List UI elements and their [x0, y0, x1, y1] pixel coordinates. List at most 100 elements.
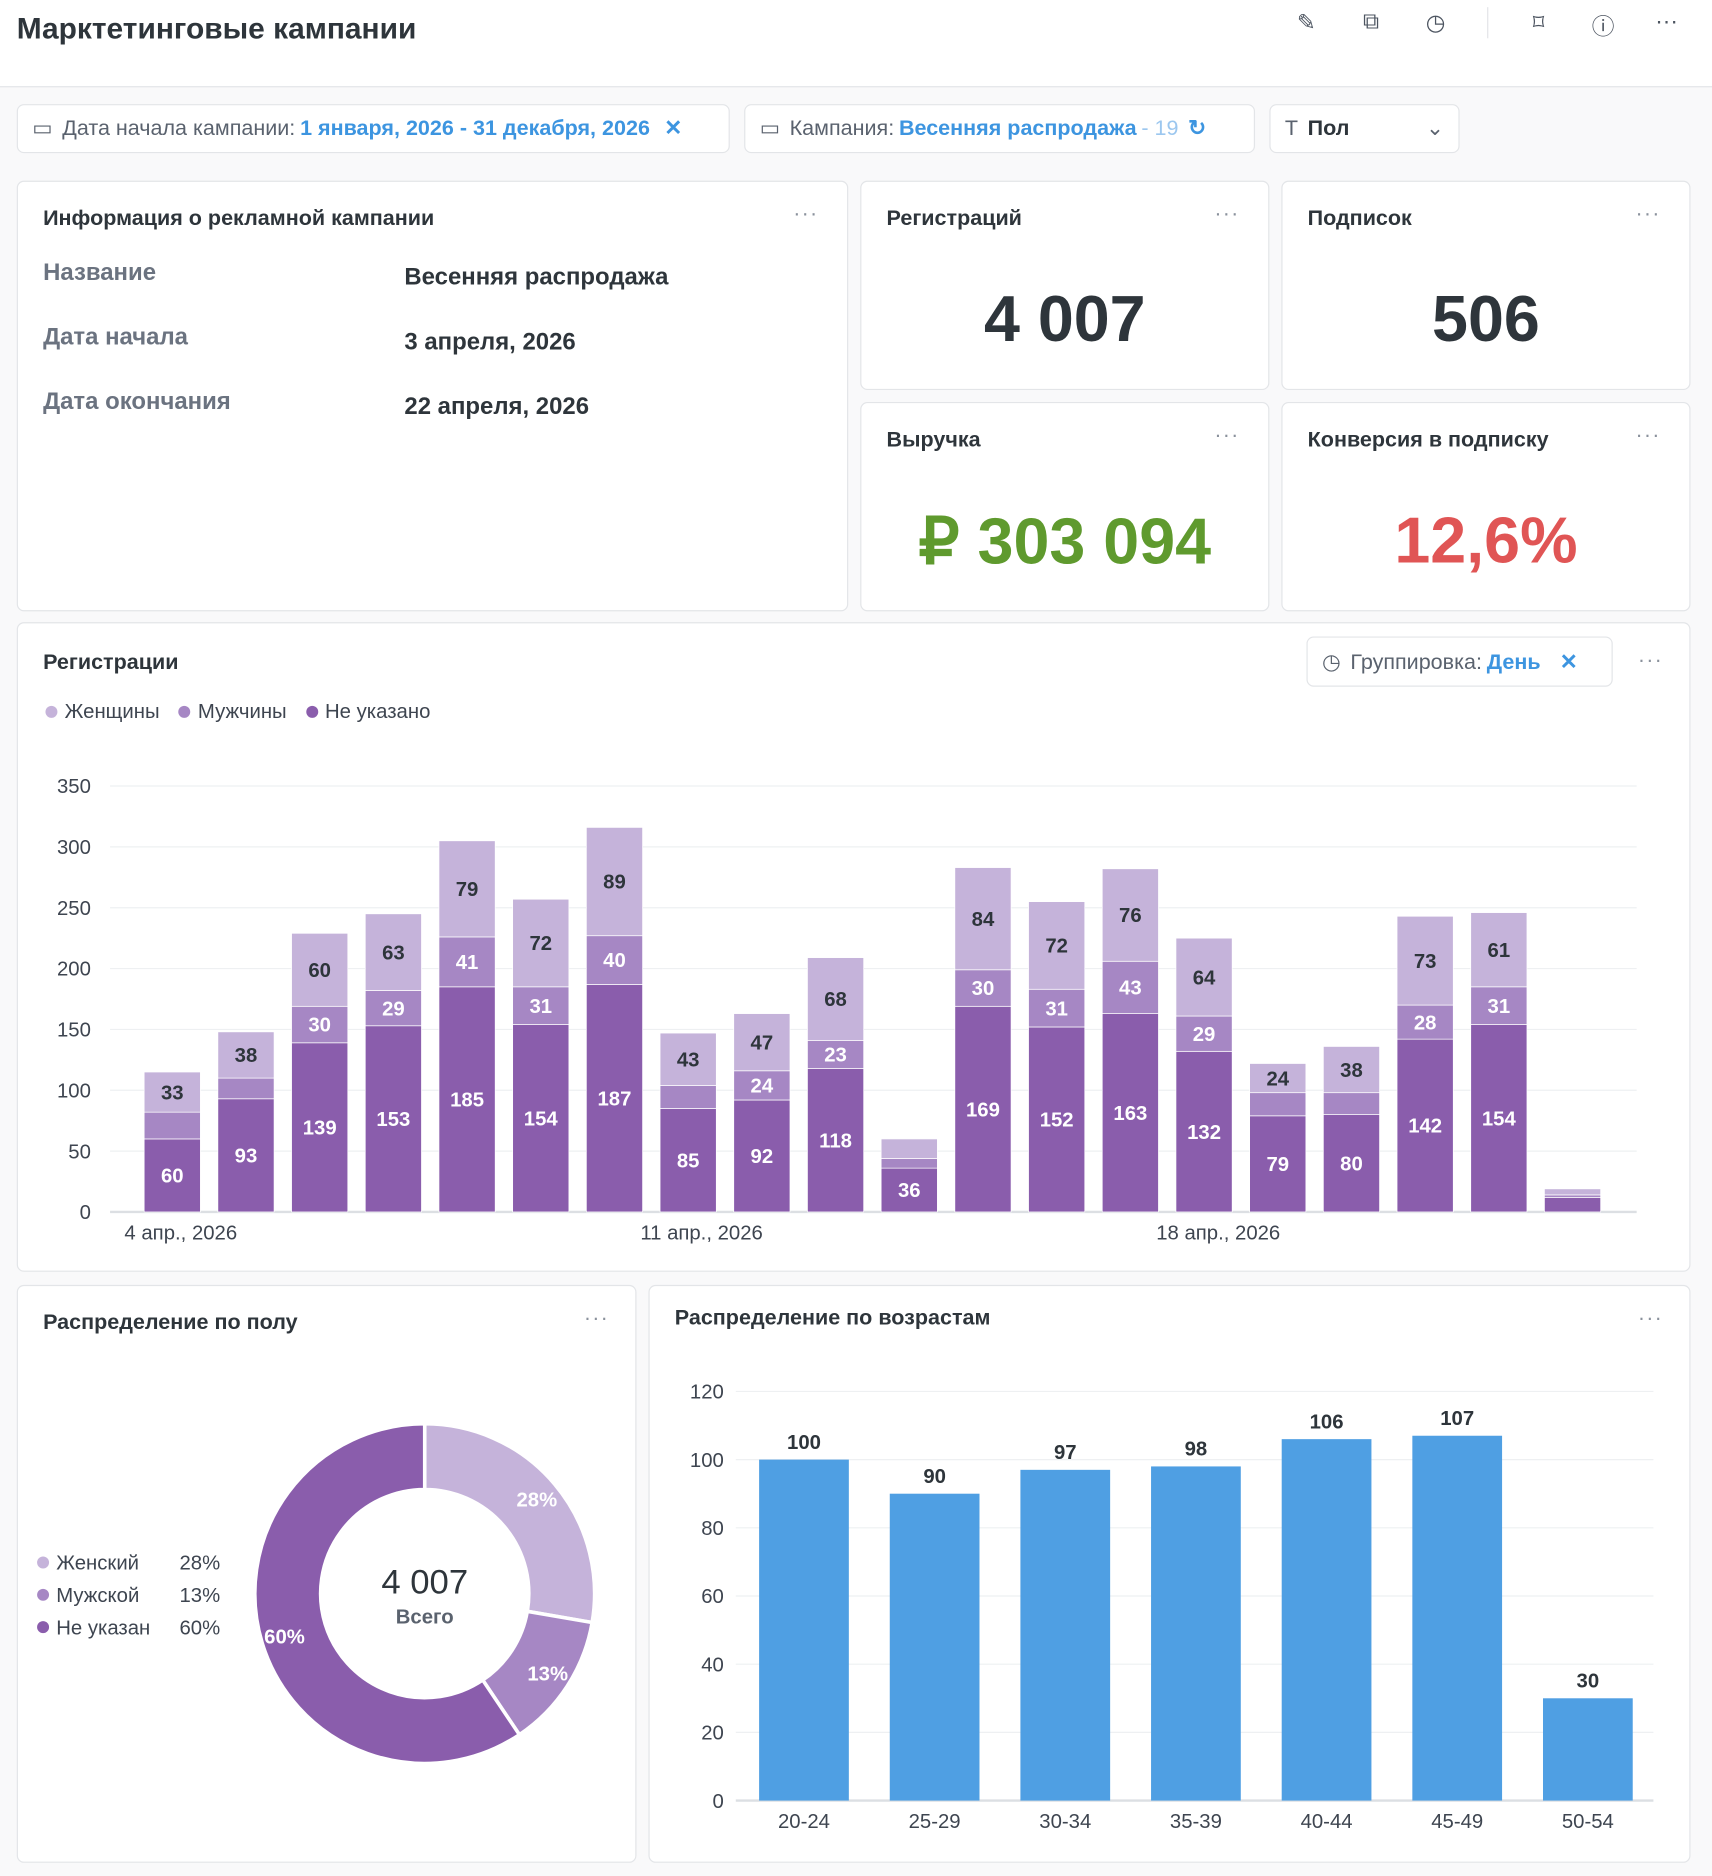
info-label: Дата начала	[43, 324, 188, 351]
bar-segment	[512, 898, 570, 988]
bar-segment	[733, 1013, 791, 1072]
bar-segment	[143, 1071, 201, 1113]
clock-icon: ◷	[1322, 649, 1341, 673]
bar-segment	[659, 1085, 717, 1109]
legend-dot	[305, 705, 318, 718]
bar-segment	[291, 1042, 349, 1213]
date-filter[interactable]: ▭ Дата начала кампании: 1 января, 2026 -…	[16, 104, 730, 154]
more-icon[interactable]: ···	[1635, 200, 1661, 225]
gender-filter[interactable]: T Пол ⌄	[1269, 104, 1460, 154]
data-label: 72	[529, 933, 552, 955]
y-tick-label: 200	[57, 959, 91, 981]
data-label: 80	[1340, 1153, 1363, 1175]
bar-segment	[659, 1108, 717, 1213]
chart-legend: Женщины Мужчины Не указано	[45, 700, 430, 724]
close-icon[interactable]: ✕	[664, 116, 683, 140]
data-label: 84	[972, 909, 995, 931]
info-icon[interactable]: ⓘ	[1591, 15, 1615, 41]
bar-segment	[954, 867, 1012, 971]
data-label: 139	[303, 1118, 337, 1140]
kpi-title: Выручка	[886, 427, 981, 452]
more-icon[interactable]: ···	[1637, 647, 1663, 672]
bar-segment	[1396, 915, 1454, 1006]
data-label: 47	[751, 1032, 774, 1054]
y-tick-label: 250	[57, 898, 91, 920]
data-label: 64	[1193, 967, 1216, 989]
clock-icon[interactable]: ◷	[1425, 10, 1446, 36]
data-label: 79	[1266, 1154, 1289, 1176]
y-tick-label: 350	[57, 776, 91, 798]
gender-filter-value: Пол	[1307, 116, 1350, 140]
data-label: 60	[308, 960, 331, 982]
bar-segment	[1028, 901, 1086, 990]
more-icon[interactable]: ···	[1635, 422, 1661, 447]
data-label: 40	[603, 950, 626, 972]
data-label: 41	[456, 952, 479, 974]
data-label: 118	[819, 1130, 852, 1152]
card-title: Распределение по возрастам	[674, 1305, 991, 1330]
grouping-filter[interactable]: ◷ Группировка: День ✕	[1306, 636, 1613, 687]
more-icon[interactable]: ···	[1214, 200, 1240, 225]
bar-segment	[880, 1158, 938, 1169]
bar-segment	[291, 932, 349, 1007]
y-tick-label: 150	[57, 1020, 91, 1042]
reset-icon[interactable]: ↻	[1188, 116, 1207, 140]
bar-segment	[1470, 1024, 1528, 1213]
more-icon[interactable]: ···	[583, 1305, 609, 1330]
legend-item[interactable]: Мужчины	[178, 699, 287, 724]
more-icon[interactable]: ···	[1637, 1305, 1663, 1330]
kpi-title: Подписок	[1307, 205, 1412, 230]
data-label: 93	[235, 1146, 258, 1168]
bar-segment	[1396, 1038, 1454, 1213]
kpi-title: Конверсия в подписку	[1307, 427, 1549, 452]
gender-distribution-card: Распределение по полу ···	[16, 1284, 637, 1863]
data-label: 153	[376, 1109, 410, 1131]
bar-segment	[1175, 1050, 1233, 1213]
bar-segment	[438, 840, 496, 938]
bar-segment	[364, 1025, 422, 1213]
grouping-label: Группировка:	[1350, 649, 1482, 673]
data-label: 38	[235, 1045, 258, 1067]
y-tick-label: 0	[80, 1202, 91, 1224]
more-icon[interactable]: ···	[1214, 422, 1240, 447]
bar-segment	[1175, 1015, 1233, 1052]
text-type-icon: T	[1284, 116, 1299, 140]
data-label: 152	[1040, 1110, 1074, 1132]
x-tick-label: 11 апр., 2026	[640, 1222, 763, 1244]
bar-segment	[1544, 1196, 1602, 1213]
legend-dot	[45, 705, 58, 718]
bar-segment	[1322, 1046, 1380, 1094]
campaign-filter[interactable]: ▭ Кампания: Весенняя распродажа - 19 ↻	[744, 104, 1256, 154]
bar-segment	[807, 957, 865, 1041]
legend-item[interactable]: Женщины	[45, 700, 160, 724]
pencil-icon[interactable]: ✎	[1296, 10, 1316, 36]
card-title: Регистрации	[43, 649, 179, 674]
more-icon[interactable]: ···	[1655, 9, 1678, 35]
bar-segment	[659, 1032, 717, 1086]
info-value: 3 апреля, 2026	[404, 329, 576, 356]
data-label: 33	[161, 1082, 184, 1104]
y-tick-label: 100	[57, 1080, 91, 1102]
more-icon[interactable]: ···	[793, 200, 819, 225]
bookmark-icon[interactable]: ⌑	[1532, 10, 1545, 36]
legend-item[interactable]: Не указано	[305, 699, 431, 724]
data-label: 163	[1113, 1103, 1147, 1125]
data-label: 154	[524, 1108, 559, 1130]
close-icon[interactable]: ✕	[1559, 649, 1578, 673]
kpi-value: 4 007	[983, 283, 1146, 356]
data-label: 43	[1119, 978, 1142, 1000]
bar-segment	[1249, 1115, 1307, 1213]
data-label: 43	[677, 1049, 700, 1071]
legend-label: Не указано	[324, 699, 431, 723]
bar-segment	[954, 1005, 1012, 1213]
legend-label: Мужчины	[197, 699, 287, 723]
campaign-filter-label: Кампания:	[789, 116, 895, 140]
data-label: 30	[308, 1015, 331, 1037]
bar-segment	[143, 1111, 201, 1140]
bar-segment	[1544, 1194, 1602, 1198]
bar-segment	[1544, 1188, 1602, 1196]
share-icon[interactable]: ⧉	[1362, 9, 1380, 35]
bar-segment	[807, 1067, 865, 1213]
info-label: Дата окончания	[43, 388, 231, 416]
date-filter-value: 1 января, 2026 - 31 декабря, 2026	[300, 116, 650, 140]
